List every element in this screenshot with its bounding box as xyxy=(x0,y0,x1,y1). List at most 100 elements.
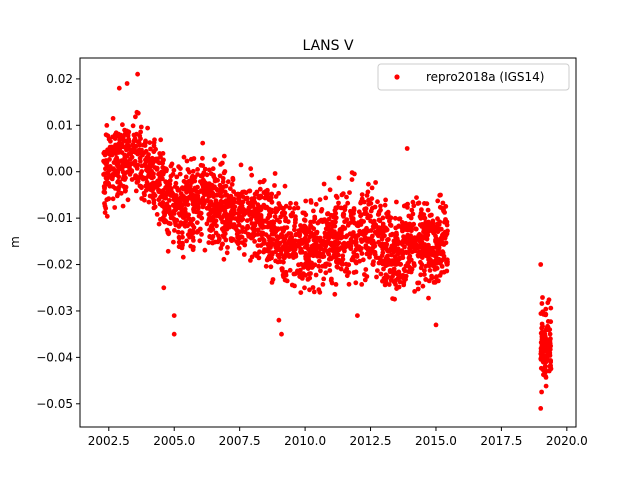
data-point xyxy=(320,282,326,287)
data-point xyxy=(416,253,421,259)
data-point xyxy=(167,192,173,198)
data-point xyxy=(542,367,548,373)
data-point xyxy=(248,258,253,263)
data-point xyxy=(209,209,215,215)
data-point xyxy=(236,207,242,213)
data-point xyxy=(385,253,390,259)
data-point xyxy=(272,183,277,188)
data-point xyxy=(184,158,190,164)
data-point xyxy=(266,235,272,241)
data-point xyxy=(248,235,254,241)
data-point xyxy=(174,174,180,180)
data-point xyxy=(104,213,110,219)
data-point xyxy=(104,123,110,128)
data-point xyxy=(397,279,403,285)
data-point xyxy=(414,235,419,241)
data-point xyxy=(442,235,448,241)
data-point xyxy=(377,218,383,224)
data-point xyxy=(155,156,160,162)
data-point xyxy=(292,238,298,244)
x-tick-label: 2017.5 xyxy=(480,434,522,448)
data-point xyxy=(301,217,307,223)
data-point xyxy=(184,183,189,189)
data-point xyxy=(219,242,225,248)
data-point xyxy=(270,277,276,282)
data-point xyxy=(278,248,284,254)
data-point xyxy=(411,203,417,209)
data-point xyxy=(308,200,314,205)
data-point xyxy=(327,187,333,193)
data-point xyxy=(167,198,172,203)
data-point xyxy=(279,331,284,337)
y-tick-label: −0.03 xyxy=(36,304,73,318)
data-point xyxy=(334,258,339,264)
data-point xyxy=(101,172,106,177)
data-point xyxy=(325,211,331,216)
data-point xyxy=(303,198,309,204)
data-point xyxy=(130,123,136,129)
data-point xyxy=(215,206,221,211)
data-point xyxy=(547,331,553,337)
data-point xyxy=(247,188,253,194)
data-point xyxy=(116,85,122,91)
data-point xyxy=(142,192,147,198)
data-point xyxy=(208,227,214,232)
data-points xyxy=(101,71,554,411)
data-point xyxy=(346,262,352,268)
data-point xyxy=(228,217,233,222)
data-point xyxy=(211,172,216,178)
data-point xyxy=(311,208,316,214)
data-point xyxy=(375,199,380,205)
data-point xyxy=(380,278,385,284)
data-point xyxy=(333,215,339,221)
data-point xyxy=(137,174,143,180)
data-point xyxy=(154,167,160,172)
data-point xyxy=(401,280,407,285)
data-point xyxy=(143,163,148,169)
data-point xyxy=(133,188,139,194)
data-point xyxy=(301,271,306,276)
data-point xyxy=(354,245,360,251)
data-point xyxy=(114,157,120,163)
data-point xyxy=(143,138,148,144)
data-point xyxy=(279,266,285,272)
data-point xyxy=(216,238,222,244)
data-point xyxy=(207,203,212,209)
data-point xyxy=(215,188,221,193)
data-point xyxy=(428,221,433,227)
data-point xyxy=(198,179,203,185)
data-point xyxy=(323,226,329,232)
data-point xyxy=(317,197,323,203)
data-point xyxy=(355,313,360,318)
data-point xyxy=(292,227,297,233)
data-point xyxy=(105,181,110,187)
data-point xyxy=(333,193,339,199)
data-point xyxy=(283,251,289,257)
data-point xyxy=(190,173,196,179)
data-point xyxy=(293,201,299,207)
data-point xyxy=(376,239,381,245)
data-point xyxy=(115,143,121,149)
data-point xyxy=(191,207,196,213)
data-point xyxy=(188,219,194,225)
data-point xyxy=(544,325,550,330)
data-point xyxy=(302,239,308,244)
data-point xyxy=(541,312,547,317)
data-point xyxy=(321,276,327,282)
data-point xyxy=(171,331,177,337)
data-point xyxy=(197,226,203,232)
data-point xyxy=(422,268,427,273)
data-point xyxy=(170,171,176,177)
data-point xyxy=(363,206,369,212)
data-point xyxy=(437,204,443,210)
data-point xyxy=(220,226,226,231)
data-point xyxy=(282,183,288,189)
data-point xyxy=(372,243,378,249)
data-point xyxy=(133,173,139,179)
data-point xyxy=(540,295,545,300)
data-point xyxy=(418,215,424,221)
data-point xyxy=(376,209,382,215)
data-point xyxy=(217,173,223,179)
data-point xyxy=(316,219,322,225)
data-point xyxy=(315,253,320,259)
